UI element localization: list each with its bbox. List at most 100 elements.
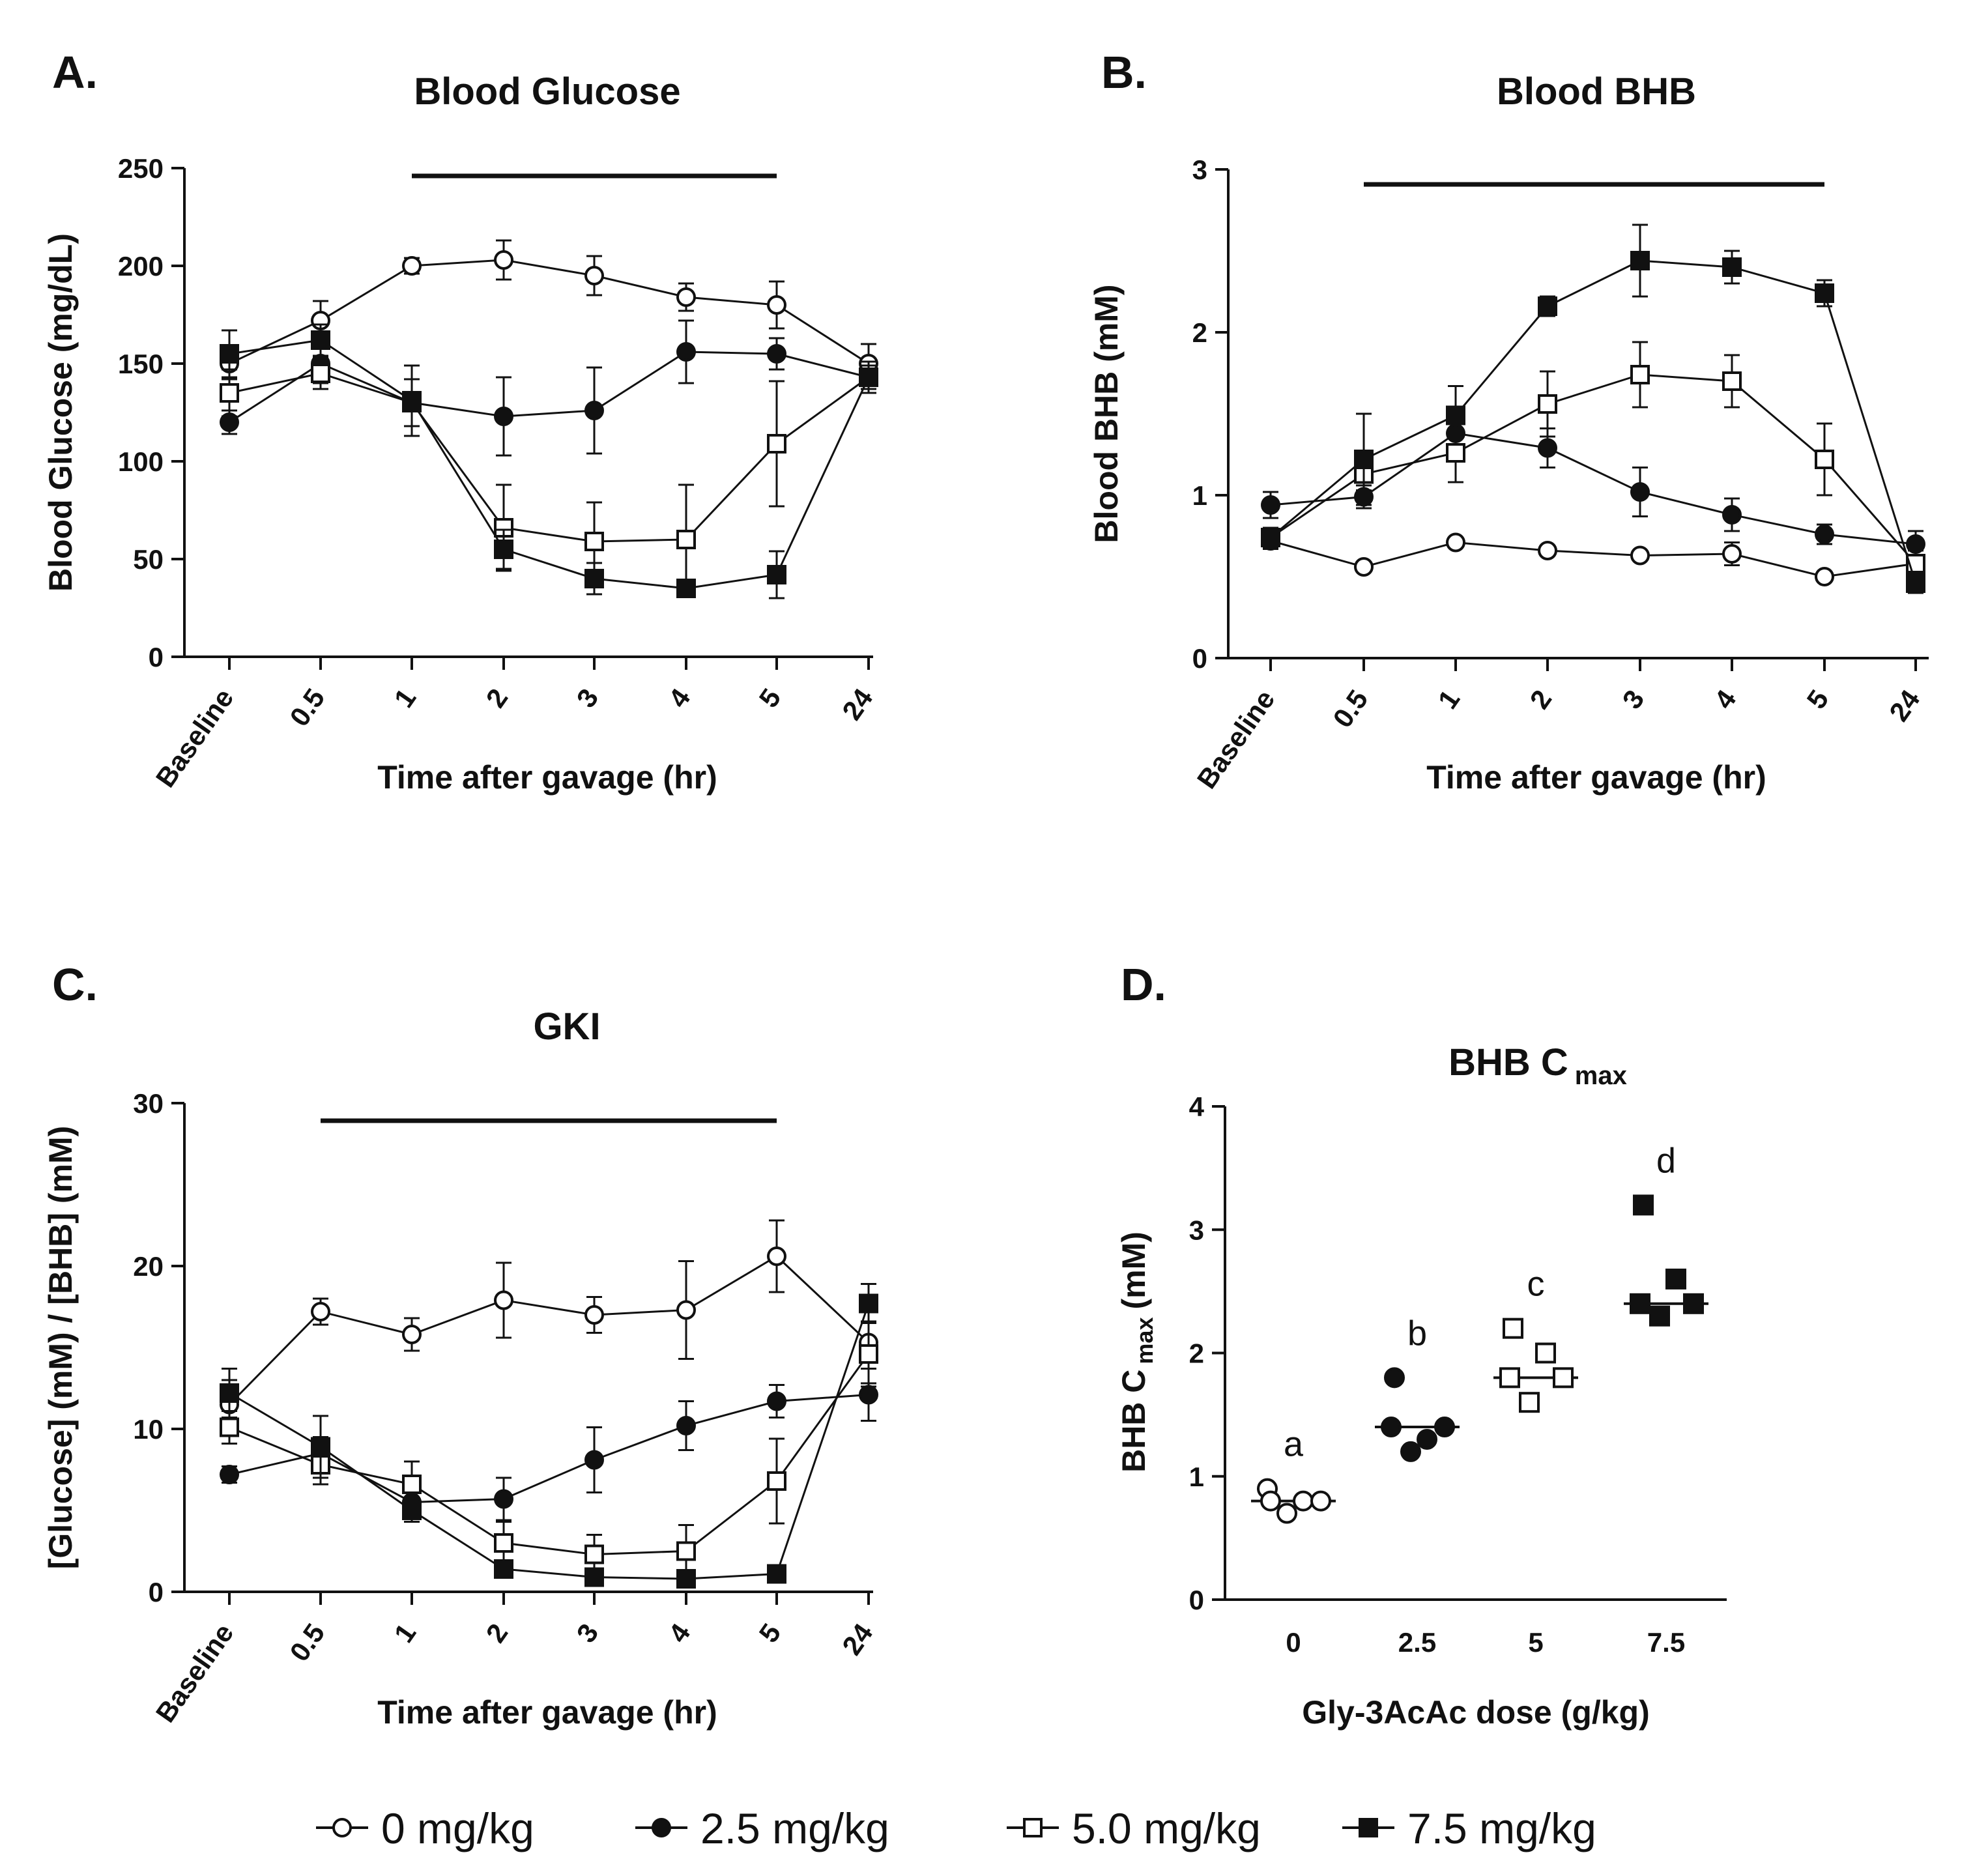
- data-point: [1630, 251, 1650, 270]
- data-point: [676, 342, 696, 362]
- series-2-5-mg-kg: [220, 1368, 878, 1521]
- data-point: [402, 391, 422, 410]
- legend-marker: [332, 1818, 352, 1837]
- data-point: [1293, 1490, 1314, 1512]
- data-point: [1630, 1293, 1650, 1314]
- data-point: [311, 364, 330, 383]
- data-point: [220, 1465, 239, 1484]
- data-point: [584, 266, 604, 285]
- legend-label: 5.0 mg/kg: [1072, 1804, 1261, 1852]
- legend-label: 2.5 mg/kg: [700, 1804, 889, 1852]
- legend: 0 mg/kg 2.5 mg/kg 5.0 mg/kg 7.5 mg/kg: [316, 1804, 1596, 1852]
- y-axis-label: Blood BHB (mM): [1088, 284, 1125, 543]
- data-point: [220, 1383, 239, 1403]
- y-tick-label: 2: [1192, 317, 1207, 348]
- x-tick-label: 3: [570, 1618, 604, 1648]
- data-point: [1538, 296, 1557, 316]
- x-tick-label: 2: [480, 683, 513, 713]
- data-point: [1815, 567, 1834, 586]
- panel-label: B.: [1101, 47, 1147, 98]
- panel-b: B. Blood BHB 0 1 2 3 Baseline 0.5 1 2 3 4 5 24 Blood B…: [1088, 47, 1929, 796]
- legend-label: 0 mg/kg: [381, 1804, 534, 1852]
- x-tick-label: 7.5: [1647, 1627, 1685, 1658]
- x-tick-label: 2: [480, 1618, 513, 1648]
- data-point: [859, 1344, 878, 1364]
- data-point: [584, 1305, 604, 1325]
- series-5-0-mg-kg: [220, 356, 878, 596]
- data-point: [1354, 557, 1374, 577]
- x-axis-label: Time after gavage (hr): [377, 759, 717, 796]
- y-axis-label-unit: (mM): [1116, 1231, 1152, 1309]
- y-tick-label: 0: [149, 642, 164, 672]
- group-2-5-mg-kg: b: [1375, 1314, 1460, 1462]
- x-axis-label: Time after gavage (hr): [377, 1694, 717, 1731]
- series-line: [1270, 432, 1916, 545]
- data-point: [402, 1475, 422, 1494]
- x-tick-label: 3: [570, 683, 604, 713]
- y-tick-label: 0: [149, 1577, 164, 1607]
- y-tick-label: 30: [133, 1088, 164, 1119]
- data-point: [1649, 1305, 1670, 1327]
- data-point: [767, 1564, 786, 1584]
- y-tick-label: 150: [118, 349, 164, 379]
- x-tick-label: 5: [753, 683, 786, 713]
- significance-letter: a: [1284, 1425, 1304, 1464]
- data-point: [1815, 450, 1834, 469]
- data-point: [494, 1559, 513, 1579]
- series-line: [228, 1255, 870, 1405]
- data-point: [1261, 528, 1280, 547]
- data-point: [402, 1325, 422, 1344]
- series-line: [1270, 540, 1916, 578]
- legend-marker: [1023, 1818, 1043, 1837]
- significance-letter: b: [1407, 1314, 1427, 1353]
- series-line: [229, 259, 869, 365]
- group-0-mg-kg: a: [1251, 1425, 1336, 1524]
- data-point: [1722, 257, 1742, 277]
- x-tick-label: 0.5: [1327, 684, 1374, 733]
- data-point: [1446, 443, 1465, 463]
- x-axis-label: Time after gavage (hr): [1426, 759, 1766, 796]
- series-line: [229, 1394, 869, 1504]
- series-7-5-mg-kg: [220, 1283, 878, 1589]
- y-tick-label: 200: [118, 251, 164, 281]
- legend-marker: [652, 1818, 671, 1837]
- legend-entry: 5.0 mg/kg: [1007, 1804, 1261, 1852]
- group-5-0-mg-kg: c: [1493, 1265, 1578, 1413]
- data-point: [1434, 1417, 1455, 1438]
- data-point: [676, 1300, 696, 1320]
- x-tick-label: 5: [1528, 1627, 1543, 1658]
- data-point: [676, 1416, 696, 1435]
- data-point: [767, 1246, 786, 1266]
- y-tick-label: 3: [1192, 154, 1207, 185]
- y-axis-label: [Glucose] (mM) / [BHB] (mM): [42, 1126, 79, 1570]
- y-tick-label: 20: [133, 1251, 164, 1282]
- data-point: [767, 565, 786, 584]
- data-point: [1538, 394, 1557, 414]
- series-7-5-mg-kg: [1261, 223, 1925, 594]
- series-line: [229, 1303, 870, 1580]
- legend-entry: 0 mg/kg: [316, 1804, 534, 1852]
- y-tick-label: 0: [1189, 1585, 1204, 1615]
- data-point: [1630, 545, 1650, 566]
- data-point: [1630, 365, 1650, 384]
- data-point: [1683, 1293, 1704, 1314]
- series-line: [1270, 259, 1917, 584]
- data-point: [311, 330, 330, 350]
- x-tick-label: 1: [388, 683, 422, 713]
- data-point: [1665, 1268, 1686, 1289]
- data-point: [1722, 544, 1742, 564]
- series-line: [229, 351, 869, 424]
- data-point: [1446, 405, 1465, 425]
- data-point: [494, 540, 513, 559]
- x-tick-label: 3: [1616, 684, 1650, 714]
- series-line: [229, 372, 869, 543]
- x-tick-label: 5: [753, 1618, 786, 1648]
- group-7-5-mg-kg: d: [1624, 1141, 1708, 1327]
- data-point: [1381, 1417, 1402, 1438]
- data-point: [584, 569, 604, 588]
- data-point: [494, 407, 513, 426]
- y-axis-label-main: BHB C: [1116, 1370, 1152, 1473]
- panel-a: A. Blood Glucose 0 50 100 150 200 250 Baseline 0.…: [42, 47, 879, 796]
